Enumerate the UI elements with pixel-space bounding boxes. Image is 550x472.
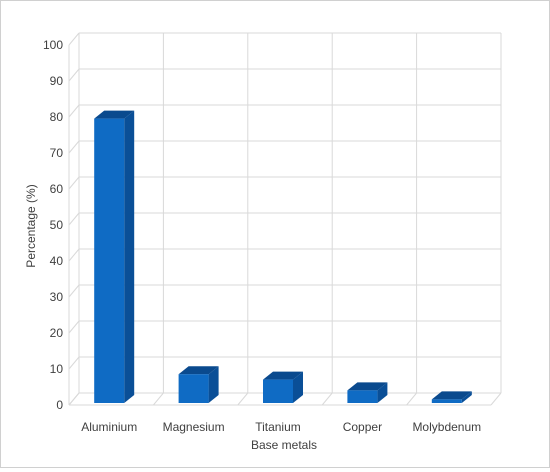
bar-side xyxy=(461,391,472,403)
y-tick-label: 40 xyxy=(50,254,64,268)
gridline-side xyxy=(68,104,80,118)
bar-side xyxy=(208,366,219,403)
gridline-floor xyxy=(237,392,249,406)
bar-aluminium xyxy=(94,110,135,403)
y-tick-label: 60 xyxy=(50,182,64,196)
gridline-side xyxy=(68,320,80,334)
x-tick-label: Copper xyxy=(343,420,382,434)
bar-side xyxy=(124,110,135,403)
x-tick-labels: Aluminium Magnesium Titanium Copper Molybden… xyxy=(81,420,481,434)
bar-front xyxy=(263,379,293,403)
x-tick-label: Molybdenum xyxy=(412,420,481,434)
gridline-side xyxy=(68,248,80,262)
bar-molybdenum xyxy=(431,391,472,403)
bar-side xyxy=(377,382,388,403)
bar-front xyxy=(94,118,125,403)
y-tick-label: 80 xyxy=(50,110,64,124)
gridline-side xyxy=(68,212,80,226)
x-tick-label: Magnesium xyxy=(163,420,225,434)
bar-side xyxy=(293,371,303,403)
bar-front xyxy=(178,374,209,403)
y-tick-label: 70 xyxy=(50,146,64,160)
y-tick-label: 100 xyxy=(43,38,63,52)
bar-top xyxy=(347,382,388,391)
grid-layer xyxy=(68,32,502,406)
gridline-floor xyxy=(321,392,333,406)
y-tick-label: 90 xyxy=(50,74,64,88)
gridline-side xyxy=(68,140,80,154)
bar-top xyxy=(178,366,219,375)
gridline-side xyxy=(68,356,80,370)
x-axis-title: Base metals xyxy=(251,438,317,452)
gridline-floor xyxy=(490,392,502,406)
y-tick-label: 30 xyxy=(50,290,64,304)
y-tick-label: 50 xyxy=(50,218,64,232)
bars-layer xyxy=(94,110,472,403)
bar-top xyxy=(263,371,303,380)
gridline-floor xyxy=(153,392,164,406)
gridline-side xyxy=(68,176,80,190)
bar-copper xyxy=(347,382,388,403)
gridline-floor xyxy=(406,392,417,406)
x-tick-label: Aluminium xyxy=(81,420,137,434)
bar-titanium xyxy=(263,371,303,403)
gridline-side xyxy=(68,32,80,46)
y-tick-label: 20 xyxy=(50,326,64,340)
bar-top xyxy=(431,391,472,400)
y-tick-label: 0 xyxy=(56,398,63,412)
bar-magnesium xyxy=(178,366,219,403)
gridline-side xyxy=(68,284,80,298)
bar-front xyxy=(347,390,378,403)
y-tick-labels: 0 10 20 30 40 50 60 70 80 90 100 xyxy=(43,38,63,412)
x-tick-label: Titanium xyxy=(255,420,301,434)
y-axis-title: Percentage (%) xyxy=(24,184,38,267)
gridline-floor xyxy=(68,392,80,406)
y-tick-label: 10 xyxy=(50,362,64,376)
bar-top xyxy=(94,110,135,119)
bar-front xyxy=(431,399,462,403)
gridline-side xyxy=(68,68,80,82)
